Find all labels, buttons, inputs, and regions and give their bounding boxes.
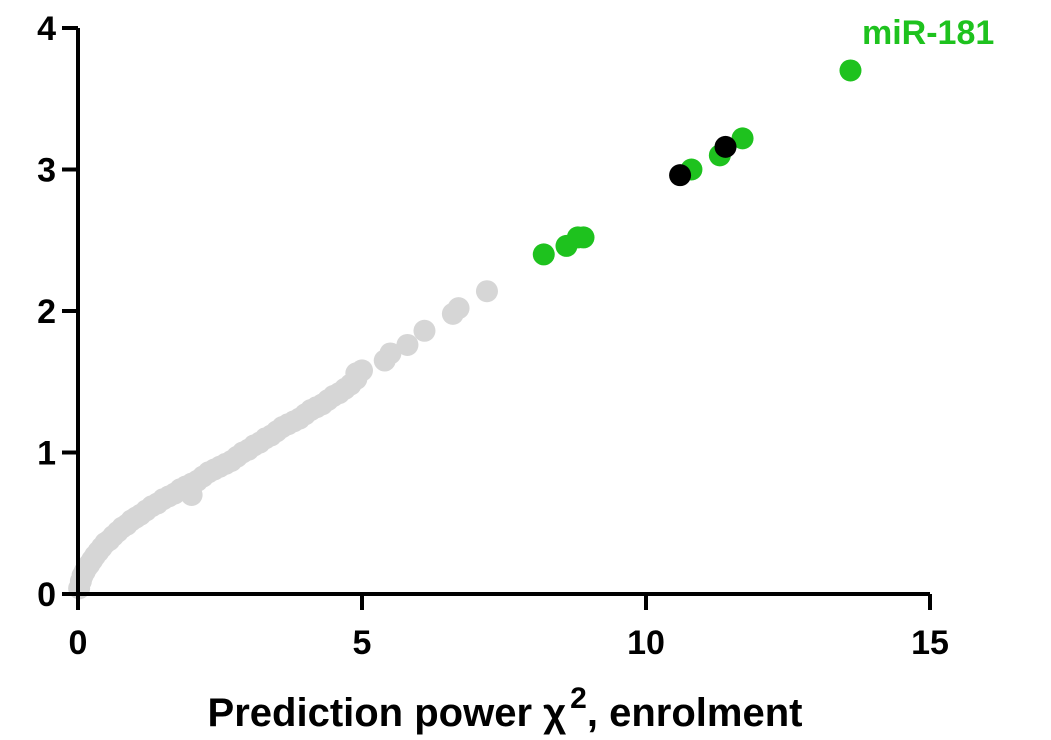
data-point-gray [379, 342, 402, 365]
x-axis-title-prefix: Prediction power [208, 691, 544, 735]
annotation-mir-181: miR-181 [862, 14, 994, 52]
x-tick-label: 0 [69, 624, 88, 662]
data-point-gray [351, 359, 373, 382]
x-tick-label: 10 [627, 624, 665, 662]
y-tick-label: 2 [37, 293, 56, 331]
data-point-gray [447, 297, 470, 320]
x-axis-title-symbol: χ [543, 691, 566, 735]
data-point-green [532, 243, 555, 266]
x-axis-title-suffix: , enrolment [587, 691, 803, 735]
y-tick-label: 0 [37, 576, 56, 614]
data-points-layer [68, 59, 862, 600]
data-point-black [669, 164, 692, 187]
y-tick-label: 3 [37, 152, 56, 190]
data-point-gray [396, 333, 419, 356]
ticks-layer: 0 1 2 3 4 0 5 10 15 [37, 10, 949, 662]
y-tick-label: 1 [37, 435, 56, 473]
x-tick-label: 5 [353, 624, 372, 662]
data-point-black [714, 135, 737, 158]
data-point-green [839, 59, 862, 82]
data-point-green [731, 127, 754, 150]
data-point-gray [413, 319, 436, 342]
x-tick-label: 15 [911, 624, 949, 662]
x-axis-title: Prediction power χ 2, enrolment [208, 682, 803, 735]
data-point-green [572, 226, 595, 249]
x-axis-title-superscript: 2 [570, 682, 587, 715]
data-point-gray [475, 280, 498, 303]
y-tick-label: 4 [37, 10, 56, 48]
axes-layer [76, 28, 930, 596]
